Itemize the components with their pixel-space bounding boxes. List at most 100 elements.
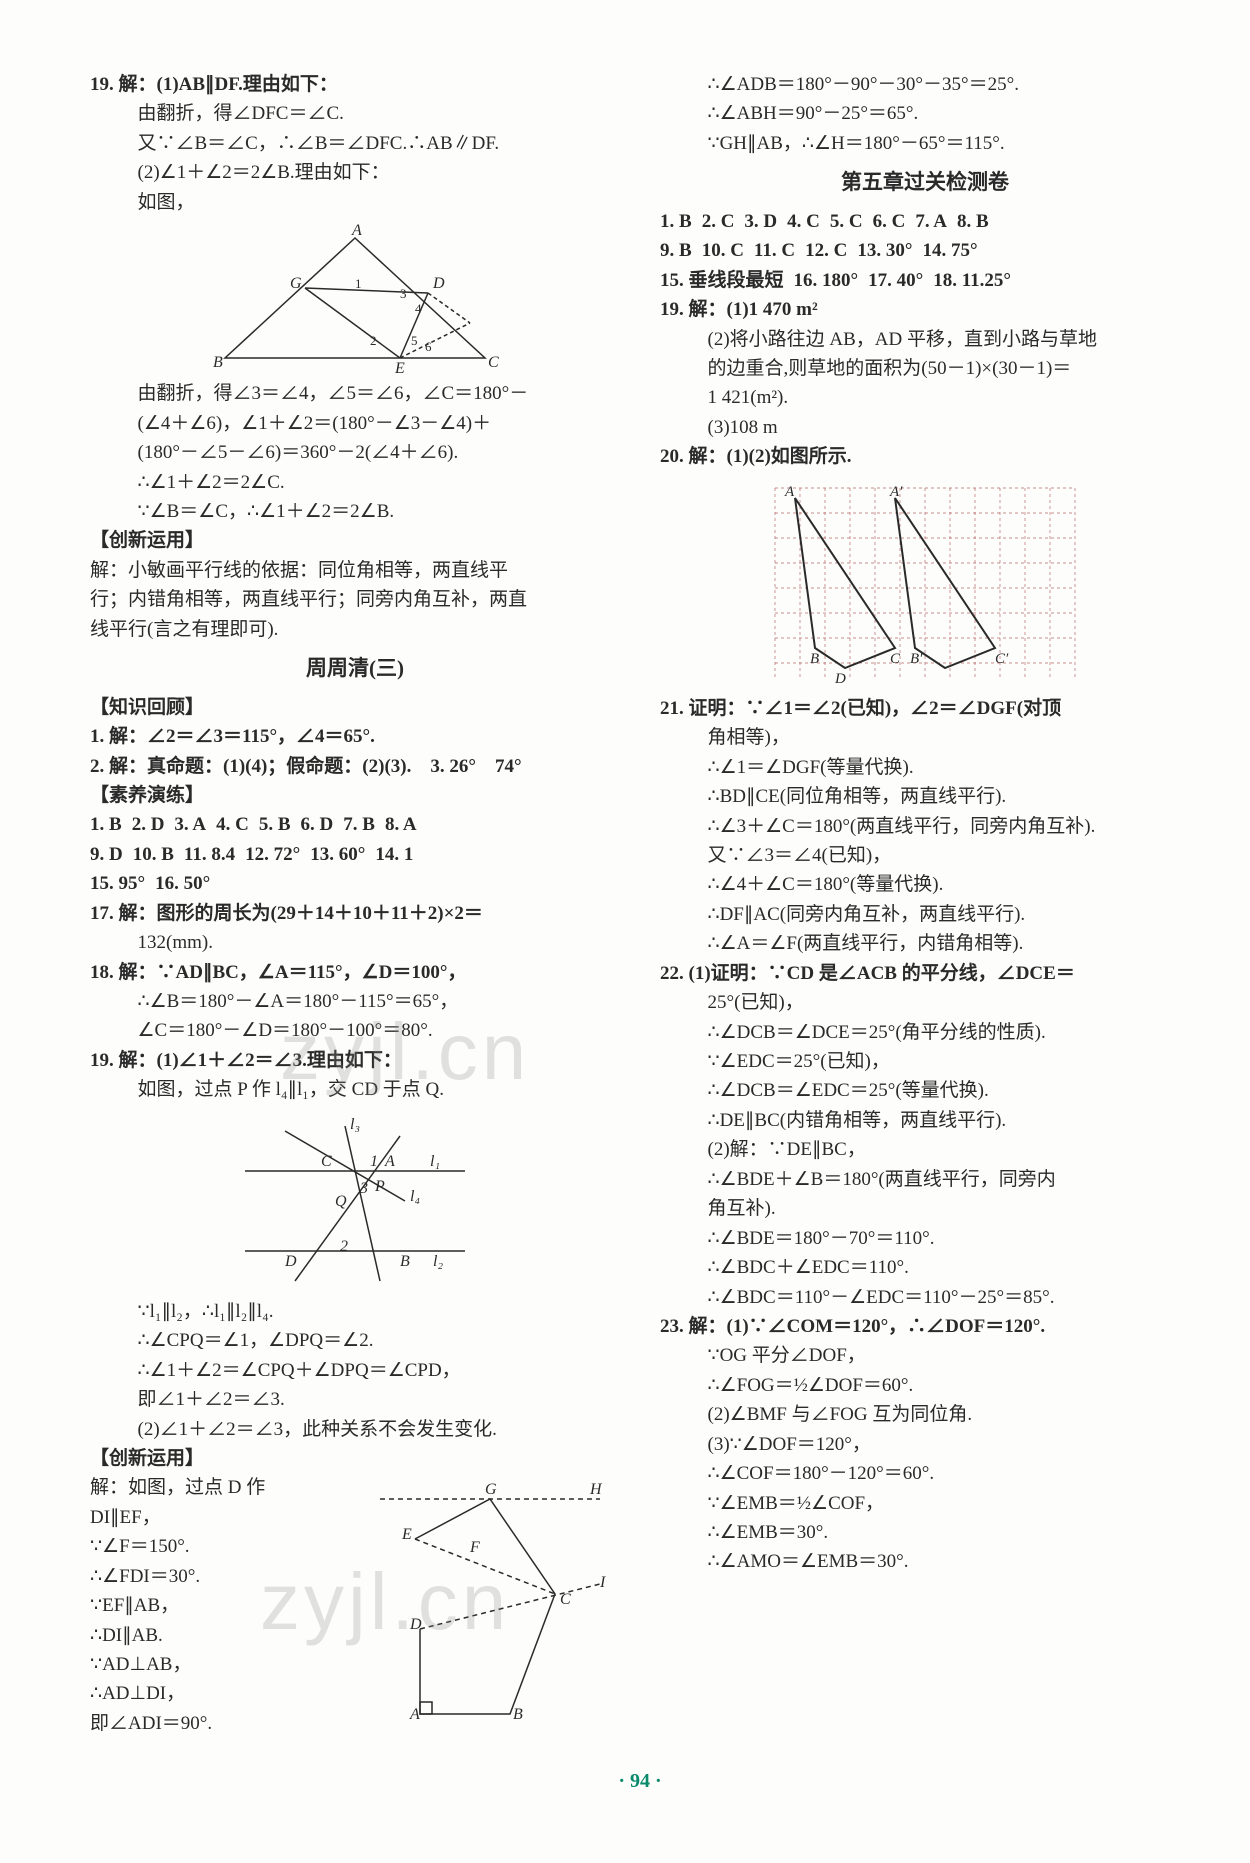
q18-l1: 18. 解：∵AD∥BC，∠A＝115°，∠D＝100°， (90, 958, 620, 987)
q19-l4: (2)∠1＋∠2＝2∠B.理由如下： (90, 158, 620, 187)
zshg-l2: 2. 解：真命题：(1)(4)；假命题：(2)(3). 3. 26° 74° (90, 752, 620, 781)
svg-text:l₄: l₄ (410, 1188, 420, 1205)
svg-text:B′: B′ (910, 651, 923, 667)
q22r-l12: ∴∠BDC＝110°－∠EDC＝110°－25°＝85°. (660, 1283, 1190, 1312)
cx2-l5: ∵EF∥AB， (90, 1591, 350, 1620)
q19-l7: (∠4＋∠6)，∠1＋∠2＝(180°－∠3－∠4)＋ (90, 409, 620, 438)
cx1-l3: 线平行(言之有理即可). (90, 615, 620, 644)
svg-text:C: C (560, 1591, 571, 1608)
q22r-l7: (2)解：∵DE∥BC， (660, 1135, 1190, 1164)
q21r-l3: ∴∠1＝∠DGF(等量代换). (660, 753, 1190, 782)
q21r-l1: 21. 证明：∵∠1＝∠2(已知)，∠2＝∠DGF(对顶 (660, 694, 1190, 723)
right-column: ∴∠ADB＝180°－90°－30°－35°＝25°. ∴∠ABH＝90°－25… (660, 70, 1190, 1738)
svg-text:A: A (784, 484, 795, 500)
q19b-figure: CA l₁ Pl₄ Q DB l₂ l₃ 12 3 (90, 1111, 620, 1291)
q23r-l1: 23. 解：(1)∵∠COM＝120°，∴∠DOF＝120°. (660, 1312, 1190, 1341)
syyl-row1: 1. B2. D3. A4. C5. B6. D7. B8. A (90, 810, 620, 839)
cx2-figure: GH EF DI C AB (360, 1479, 620, 1732)
cx2-l3: ∵∠F＝150°. (90, 1532, 350, 1561)
q19-l8: (180°－∠5－∠6)＝360°－2(∠4＋∠6). (90, 438, 620, 467)
ch5-row1: 1. B2. C3. D4. C5. C6. C7. A8. B (660, 207, 1190, 236)
svg-text:4: 4 (415, 301, 422, 316)
q23r-l5: (3)∵∠DOF＝120°， (660, 1430, 1190, 1459)
svg-text:3: 3 (400, 286, 407, 301)
q18-l2: ∴∠B＝180°－∠A＝180°－115°＝65°， (90, 987, 620, 1016)
q22r-l11: ∴∠BDC＋∠EDC＝110°. (660, 1253, 1190, 1282)
svg-text:3: 3 (359, 1180, 368, 1197)
cx2-l9: 即∠ADI＝90°. (90, 1709, 350, 1738)
svg-text:A: A (351, 223, 362, 239)
svg-text:C: C (321, 1153, 332, 1170)
q19-l5: 如图， (90, 188, 620, 217)
svg-text:D: D (834, 671, 846, 687)
q23r-l6: ∴∠COF＝180°－120°＝60°. (660, 1459, 1190, 1488)
q22r-l2: 25°(已知)， (660, 988, 1190, 1017)
cx1-l2: 行；内错角相等，两直线平行；同旁内角互补，两直 (90, 585, 620, 614)
cx2-l2: DI∥EF， (90, 1503, 350, 1532)
q19b-l2: 如图，过点 P 作 l₄∥l₁，交 CD 于点 Q. (90, 1075, 620, 1104)
svg-text:1: 1 (370, 1153, 378, 1170)
svg-text:B: B (810, 651, 819, 667)
svg-text:l₃: l₃ (350, 1116, 360, 1133)
svg-text:E: E (394, 360, 405, 373)
q21r-l2: 角相等)， (660, 723, 1190, 752)
svg-text:Q: Q (335, 1193, 347, 1210)
svg-text:B: B (213, 354, 223, 371)
page-number: · 94 · (90, 1766, 1190, 1797)
cx1-l1: 解：小敏画平行线的依据：同位角相等，两直线平 (90, 556, 620, 585)
zzq-title: 周周清(三) (90, 652, 620, 685)
q22r-l9: 角互补). (660, 1194, 1190, 1223)
q19r-l2: (2)将小路往边 AB，AD 平移，直到小路与草地 (660, 325, 1190, 354)
q22r-l3: ∴∠DCB＝∠DCE＝25°(角平分线的性质). (660, 1018, 1190, 1047)
svg-text:D: D (432, 275, 445, 292)
svg-text:B: B (400, 1253, 410, 1270)
q19-l2: 由翻折，得∠DFC＝∠C. (90, 99, 620, 128)
q19b-l7: (2)∠1＋∠2＝∠3，此种关系不会发生变化. (90, 1415, 620, 1444)
svg-text:C: C (890, 651, 901, 667)
q18-l3: ∠C＝180°－∠D＝180°－100°＝80°. (90, 1016, 620, 1045)
q23r-l7: ∵∠EMB＝½∠COF， (660, 1489, 1190, 1518)
q19-figure: A B C D E G 13 42 56 (90, 223, 620, 373)
q23r-l8: ∴∠EMB＝30°. (660, 1518, 1190, 1547)
q19b-l1: 19. 解：(1)∠1＋∠2＝∠3.理由如下： (90, 1046, 620, 1075)
q21r-l6: 又∵∠3＝∠4(已知)， (660, 841, 1190, 870)
q19r-l3: 的边重合,则草地的面积为(50－1)×(30－1)＝ (660, 354, 1190, 383)
svg-text:E: E (401, 1526, 412, 1543)
q19-l9: ∴∠1＋∠2＝2∠C. (90, 468, 620, 497)
svg-text:6: 6 (425, 339, 432, 354)
q21r-l7: ∴∠4＋∠C＝180°(等量代换). (660, 870, 1190, 899)
cx1-title: 【创新运用】 (90, 526, 620, 555)
cx2-l1: 解：如图，过点 D 作 (90, 1473, 350, 1502)
svg-text:P: P (374, 1178, 385, 1195)
q21r-l5: ∴∠3＋∠C＝180°(两直线平行，同旁内角互补). (660, 812, 1190, 841)
svg-text:5: 5 (411, 333, 418, 348)
cx2-l7: ∵AD⊥AB， (90, 1650, 350, 1679)
svg-text:B: B (513, 1706, 523, 1719)
q22r-l10: ∴∠BDE＝180°－70°＝110°. (660, 1224, 1190, 1253)
q19b-l3: ∵l₁∥l₂，∴l₁∥l₂∥l₄. (90, 1297, 620, 1326)
cont-l1: ∴∠ADB＝180°－90°－30°－35°＝25°. (660, 70, 1190, 99)
cont-l3: ∵GH∥AB，∴∠H＝180°－65°＝115°. (660, 129, 1190, 158)
q19r-l4: 1 421(m²). (660, 383, 1190, 412)
svg-text:1: 1 (355, 276, 362, 291)
ch5-row2: 9. B10. C11. C12. C13. 30°14. 75° (660, 236, 1190, 265)
svg-text:F: F (469, 1539, 480, 1556)
svg-text:G: G (290, 275, 302, 292)
q19b-l6: 即∠1＋∠2＝∠3. (90, 1385, 620, 1414)
svg-text:D: D (409, 1616, 422, 1633)
svg-text:H: H (589, 1481, 603, 1498)
q22r-l4: ∵∠EDC＝25°(已知)， (660, 1047, 1190, 1076)
q20r-l1: 20. 解：(1)(2)如图所示. (660, 442, 1190, 471)
q19r-l1: 19. 解：(1)1 470 m² (660, 295, 1190, 324)
page-columns: 19. 解：(1)AB∥DF.理由如下： 由翻折，得∠DFC＝∠C. 又∵∠B＝… (90, 70, 1190, 1738)
q19-l10: ∵∠B＝∠C，∴∠1＋∠2＝2∠B. (90, 497, 620, 526)
q23r-l9: ∴∠AMO＝∠EMB＝30°. (660, 1547, 1190, 1576)
syyl-row3: 15. 95°16. 50° (90, 869, 620, 898)
zshg-l1: 1. 解：∠2＝∠3＝115°，∠4＝65°. (90, 722, 620, 751)
q21r-l4: ∴BD∥CE(同位角相等，两直线平行). (660, 782, 1190, 811)
svg-text:C′: C′ (995, 651, 1009, 667)
q20r-figure: /* grid drawn below via JS after parse *… (660, 478, 1190, 688)
cx2-l6: ∴DI∥AB. (90, 1621, 350, 1650)
q19-l6: 由翻折，得∠3＝∠4，∠5＝∠6，∠C＝180°－ (90, 379, 620, 408)
svg-text:D: D (284, 1253, 297, 1270)
